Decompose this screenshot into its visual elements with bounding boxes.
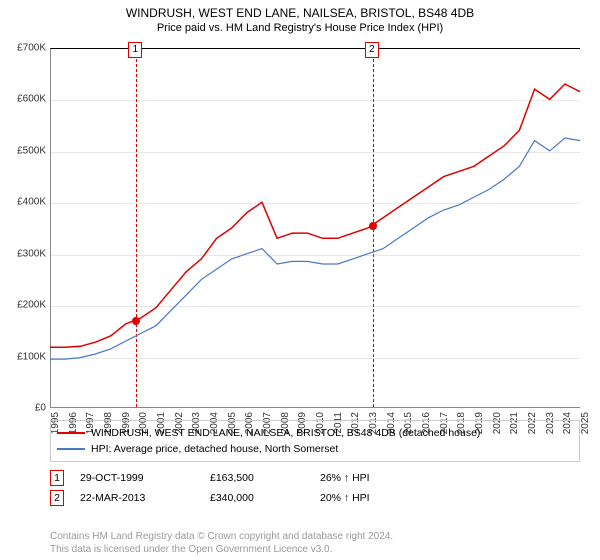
- legend-label: WINDRUSH, WEST END LANE, NAILSEA, BRISTO…: [91, 427, 480, 439]
- footer-line1: Contains HM Land Registry data © Crown c…: [50, 531, 393, 544]
- footer-attribution: Contains HM Land Registry data © Crown c…: [50, 531, 393, 556]
- y-axis-tick-label: £600K: [17, 94, 46, 105]
- marker-number-box: 1: [50, 470, 64, 486]
- legend-label: HPI: Average price, detached house, Nort…: [91, 443, 338, 455]
- x-axis-tick-label: 2025: [580, 412, 591, 434]
- marker-row: 2 22-MAR-2013£340,00020% ↑ HPI: [50, 488, 580, 508]
- marker-hpi: 20% ↑ HPI: [320, 492, 420, 504]
- chart-subtitle: Price paid vs. HM Land Registry's House …: [0, 20, 600, 34]
- chart-title: WINDRUSH, WEST END LANE, NAILSEA, BRISTO…: [0, 0, 600, 20]
- series-line: [50, 84, 580, 347]
- marker-flag: 1: [128, 42, 142, 58]
- legend-item: HPI: Average price, detached house, Nort…: [57, 441, 573, 457]
- y-axis-tick-label: £500K: [17, 145, 46, 156]
- marker-date: 22-MAR-2013: [80, 492, 210, 504]
- series-line: [50, 138, 580, 359]
- legend-swatch: [57, 448, 85, 450]
- y-axis-tick-label: £200K: [17, 300, 46, 311]
- marker-date: 29-OCT-1999: [80, 472, 210, 484]
- marker-row: 1 29-OCT-1999£163,50026% ↑ HPI: [50, 468, 580, 488]
- marker-price: £163,500: [210, 472, 320, 484]
- marker-price: £340,000: [210, 492, 320, 504]
- y-axis-tick-label: £100K: [17, 351, 46, 362]
- legend-swatch: [57, 432, 85, 434]
- footer-line2: This data is licensed under the Open Gov…: [50, 544, 393, 557]
- chart-lines: [50, 48, 580, 408]
- y-axis-tick-label: £700K: [17, 43, 46, 54]
- y-axis-tick-label: £400K: [17, 197, 46, 208]
- legend: WINDRUSH, WEST END LANE, NAILSEA, BRISTO…: [50, 420, 580, 508]
- marker-flag: 2: [365, 42, 379, 58]
- marker-hpi: 26% ↑ HPI: [320, 472, 420, 484]
- marker-number-box: 2: [50, 490, 64, 506]
- y-axis-tick-label: £0: [35, 403, 46, 414]
- legend-item: WINDRUSH, WEST END LANE, NAILSEA, BRISTO…: [57, 425, 573, 441]
- chart-plot-area: £0£100K£200K£300K£400K£500K£600K£700K199…: [50, 48, 580, 408]
- y-axis-tick-label: £300K: [17, 248, 46, 259]
